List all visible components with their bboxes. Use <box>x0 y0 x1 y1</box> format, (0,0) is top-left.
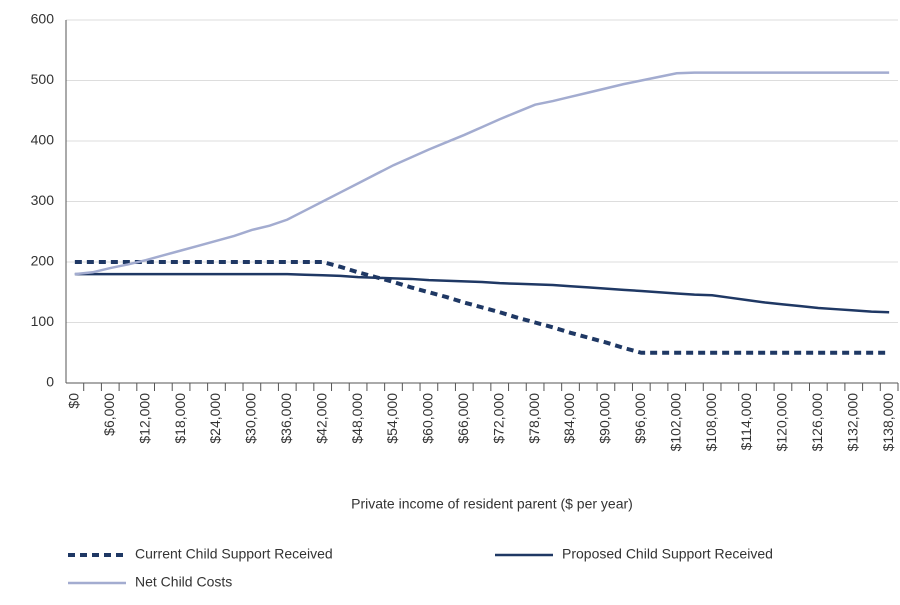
y-tick-label: 300 <box>31 192 55 208</box>
x-tick-label: $48,000 <box>349 393 365 444</box>
x-tick-label: $12,000 <box>136 393 152 444</box>
x-tick-label: $54,000 <box>384 393 400 444</box>
x-tick-label: $120,000 <box>774 393 790 452</box>
x-tick-label: $114,000 <box>738 393 754 451</box>
x-tick-label: $84,000 <box>561 393 577 444</box>
x-tick-label: $24,000 <box>207 393 223 444</box>
legend-label: Net Child Costs <box>135 574 232 590</box>
x-tick-label: $66,000 <box>455 393 471 444</box>
x-tick-label: $30,000 <box>243 393 259 444</box>
x-tick-label: $126,000 <box>809 393 825 452</box>
x-tick-label: $78,000 <box>526 393 542 444</box>
x-tick-label: $132,000 <box>844 393 860 452</box>
y-tick-label: 0 <box>46 374 54 390</box>
x-tick-label: $36,000 <box>278 393 294 444</box>
y-tick-label: 600 <box>31 11 55 27</box>
y-tick-label: 500 <box>31 71 55 87</box>
y-tick-label: 200 <box>31 253 55 269</box>
series-line <box>74 71 890 276</box>
x-tick-label: $0 <box>66 393 82 409</box>
x-tick-label: $60,000 <box>420 393 436 444</box>
x-axis-title: Private income of resident parent ($ per… <box>351 496 633 512</box>
y-tick-label: 100 <box>31 313 55 329</box>
x-tick-label: $102,000 <box>667 393 683 452</box>
x-tick-label: $96,000 <box>632 393 648 444</box>
series-line <box>74 272 890 314</box>
x-tick-label: $90,000 <box>597 393 613 444</box>
x-tick-label: $72,000 <box>490 393 506 444</box>
x-tick-label: $18,000 <box>172 393 188 444</box>
series-line <box>74 260 890 355</box>
legend-label: Current Child Support Received <box>135 546 333 562</box>
x-tick-label: $42,000 <box>313 393 329 444</box>
y-tick-label: 400 <box>31 132 55 148</box>
x-tick-label: $6,000 <box>101 393 117 436</box>
x-tick-label: $108,000 <box>703 393 719 452</box>
x-tick-label: $138,000 <box>880 393 896 452</box>
legend-label: Proposed Child Support Received <box>562 546 773 562</box>
